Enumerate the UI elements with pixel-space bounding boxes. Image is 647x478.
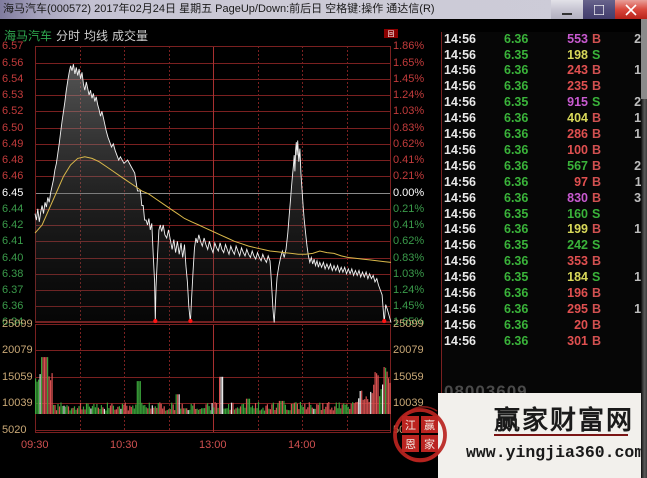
svg-text:江: 江	[405, 419, 416, 432]
svg-text:家: 家	[424, 437, 435, 451]
svg-text:恩: 恩	[405, 438, 416, 451]
svg-text:赢: 赢	[424, 418, 435, 432]
